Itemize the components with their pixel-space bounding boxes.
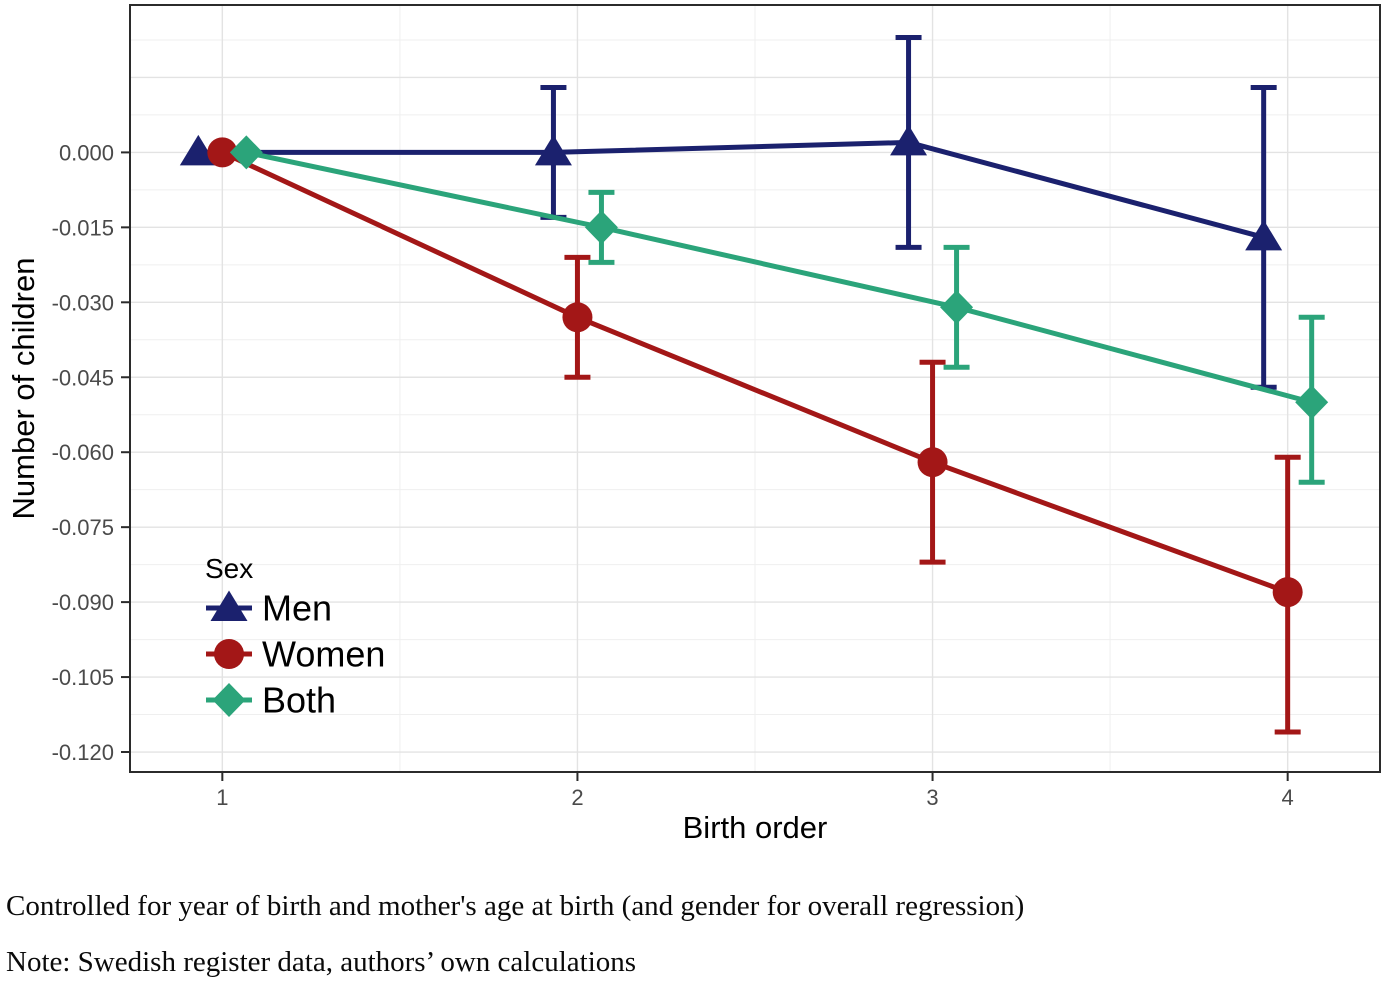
data-point-both-3	[940, 290, 974, 325]
legend-label-women: Women	[262, 634, 385, 675]
data-point-men-2	[534, 134, 572, 166]
trend-line-women	[221, 150, 1289, 595]
series-men	[179, 34, 1283, 390]
x-tick-labels: 1 2 3 4	[216, 785, 1294, 810]
data-point-men-4	[1245, 219, 1283, 251]
y-tick-label: -0.030	[52, 290, 114, 315]
gridlines-minor	[130, 5, 1380, 772]
legend-key-triangle-icon	[210, 590, 248, 621]
legend-label-men: Men	[262, 588, 332, 629]
y-tick-label: -0.090	[52, 590, 114, 615]
series-women	[207, 137, 1303, 735]
chart-area: 1 2 3 4 0.000 -0.015 -0.030 -0.045 -0.060 -0.075 -…	[6, 4, 1381, 845]
caption-controls: Controlled for year of birth and mother'…	[6, 890, 1025, 922]
legend-item-women: Women	[206, 634, 385, 675]
legend-item-both: Both	[206, 680, 336, 721]
figure-captions: Controlled for year of birth and mother'…	[0, 862, 1385, 977]
x-tick-label: 2	[571, 785, 583, 810]
y-tick-label: -0.120	[52, 740, 114, 765]
y-axis-title: Number of children	[6, 258, 41, 520]
y-tick-label: 0.000	[59, 140, 114, 165]
data-point-women-4	[1272, 577, 1303, 608]
y-tick-label: -0.045	[52, 365, 114, 390]
x-tick-label: 1	[216, 785, 228, 810]
legend-key-diamond-icon	[212, 683, 246, 717]
data-point-both-2	[584, 210, 618, 245]
trend-line-both	[245, 149, 1313, 405]
y-tick-label: -0.015	[52, 215, 114, 240]
gridlines-major	[130, 5, 1380, 772]
legend-item-men: Men	[206, 588, 332, 629]
trend-line-men	[198, 139, 1265, 240]
data-point-both-1	[229, 135, 263, 170]
caption-note: Note: Swedish register data, authors’ ow…	[6, 946, 637, 978]
legend-label-both: Both	[262, 680, 336, 721]
y-tick-label: -0.060	[52, 440, 114, 465]
y-tick-labels: 0.000 -0.015 -0.030 -0.045 -0.060 -0.075 -0.09…	[52, 140, 114, 765]
chart-svg: 1 2 3 4 0.000 -0.015 -0.030 -0.045 -0.060 -0.075 -…	[6, 4, 1381, 845]
panel-border	[129, 4, 1381, 773]
data-point-both-4	[1295, 385, 1329, 420]
series-both	[229, 135, 1329, 485]
data-point-women-3	[917, 447, 948, 478]
x-tick-label: 4	[1282, 785, 1294, 810]
x-tick-label: 3	[926, 785, 938, 810]
axis-ticks	[121, 151, 1289, 781]
data-point-men-1	[179, 134, 217, 166]
data-point-men-3	[890, 124, 928, 156]
data-point-women-1	[207, 137, 238, 168]
legend: Sex Men Women Both	[205, 553, 385, 721]
data-point-women-2	[562, 302, 593, 333]
legend-title: Sex	[205, 553, 253, 584]
y-tick-label: -0.105	[52, 665, 114, 690]
legend-key-circle-icon	[214, 639, 244, 669]
x-axis-title: Birth order	[683, 810, 828, 845]
y-tick-label: -0.075	[52, 515, 114, 540]
